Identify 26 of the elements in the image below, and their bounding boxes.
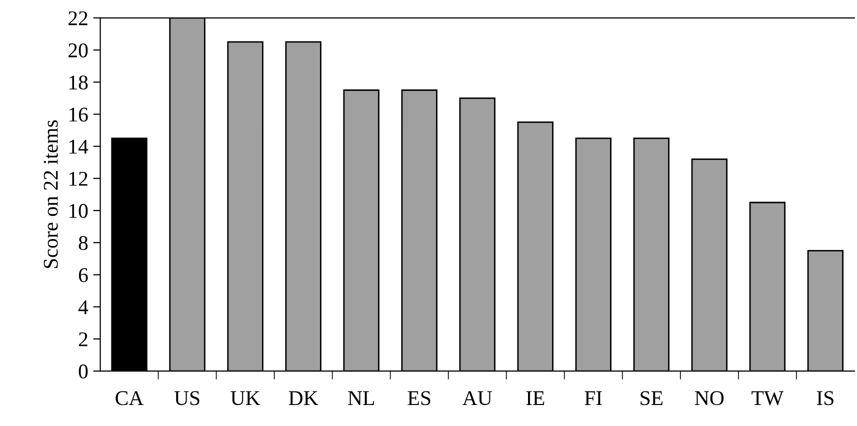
x-tick-label: IE (526, 391, 544, 405)
x-tick-label: AU (462, 391, 492, 406)
y-tick-label: 0 (78, 364, 88, 378)
x-tick-label: FI (584, 391, 602, 405)
x-tick-label: UK (230, 391, 260, 406)
x-tick-label: CA (116, 391, 144, 406)
y-tick-label: 6 (78, 268, 88, 282)
y-tick-label: 10 (69, 204, 88, 218)
y-tick-label: 4 (78, 300, 88, 314)
x-tick-label: US (174, 391, 200, 406)
x-tick-label: IS (816, 391, 834, 406)
x-tick-label: NO (694, 391, 724, 406)
x-tick-label: DK (288, 391, 318, 405)
y-tick-label: 16 (69, 108, 88, 122)
y-tick-label: 8 (78, 236, 88, 250)
x-tick-label: TW (752, 391, 784, 406)
y-tick-label: 20 (68, 43, 88, 58)
y-tick-label: 22 (68, 11, 88, 26)
x-tick-label: NL (348, 391, 374, 405)
y-tick-label: 18 (69, 75, 88, 90)
y-tick-label: 2 (78, 332, 88, 346)
x-tick-label: SE (640, 391, 663, 406)
y-tick-label: 14 (69, 140, 88, 154)
y-axis-title: Score on 22 items (44, 120, 58, 268)
y-tick-label: 12 (69, 172, 88, 186)
x-tick-label: ES (408, 391, 430, 406)
